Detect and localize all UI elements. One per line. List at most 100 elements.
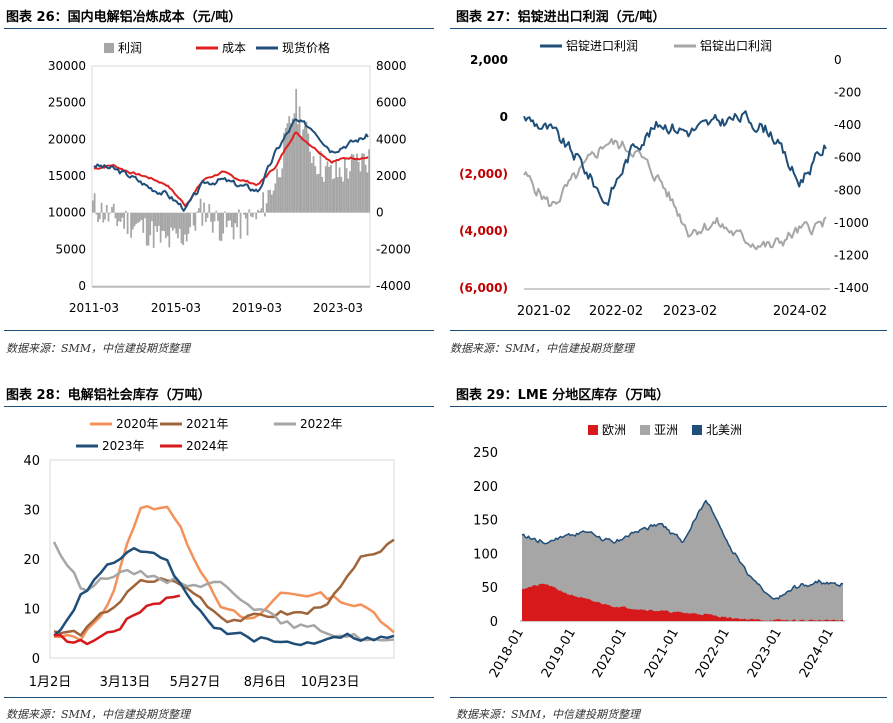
chart26-profit-bar [147, 212, 150, 246]
chart26-profit-bar [137, 212, 139, 223]
chart26-y-right-tick: -4000 [376, 279, 411, 293]
chart26-profit-bar [204, 212, 207, 223]
chart26-profit-bar [257, 209, 259, 213]
chart26-profit-bar [182, 212, 185, 246]
chart26-profit-bar [109, 212, 112, 214]
chart27-import-line [523, 110, 827, 206]
chart26-profit-bar [342, 181, 344, 213]
chart29-y-tick: 50 [481, 581, 498, 596]
chart26-legend-profit-swatch [104, 43, 114, 53]
chart28-legend-2020年-label: 2020年 [116, 417, 159, 431]
chart29-x-tick: 2021-01 [642, 626, 682, 681]
chart26-profit-bar [255, 212, 258, 220]
chart29-legend-north-america-label: 北美洲 [706, 423, 742, 437]
chart26-y-left-tick: 5000 [55, 242, 86, 256]
chart26-profit-bar [231, 212, 233, 228]
chart26-profit-bar [331, 179, 334, 213]
chart26-profit-bar [114, 212, 117, 219]
chart26-profit-bar [92, 200, 94, 213]
chart26-profit-bar [98, 212, 101, 220]
chart26-profit-bar [121, 212, 124, 218]
chart28-legend-2022年-label: 2022年 [300, 417, 343, 431]
chart26-profit-bar [118, 212, 120, 222]
chart26-profit-bar [270, 194, 273, 213]
chart26-profit-bar [225, 212, 228, 228]
chart26-profit-bar [142, 212, 145, 233]
chart29-legend-north-america-swatch [692, 425, 702, 435]
chart28-y-tick: 40 [23, 454, 40, 469]
chart26-profit-bar [246, 212, 249, 236]
chart26-y-right-tick: 4000 [376, 132, 407, 146]
chart27-y-right-tick: -1400 [834, 281, 869, 295]
chart26-profit-bar [286, 123, 289, 213]
chart26-profit-bar [269, 189, 271, 213]
chart26-profit-bar [197, 208, 200, 213]
chart26-profit-bar [173, 212, 176, 229]
chart26-profit-bar [194, 212, 197, 231]
chart28-legend-2024年-label: 2024年 [186, 439, 229, 453]
chart26-profit-bar [168, 212, 171, 248]
chart26-profit-bar [295, 88, 298, 213]
chart29-legend-europe-swatch [588, 425, 598, 435]
chart26-profit-bar [97, 212, 99, 223]
chart26-profit-bar [356, 153, 358, 213]
chart26-profit-bar [196, 211, 198, 213]
chart29-y-tick: 100 [473, 547, 498, 562]
chart26-profit-bar [104, 212, 106, 220]
chart26-profit-bar [363, 153, 365, 213]
chart28-line-2022年 [52, 541, 395, 642]
chart26-profit-bar [215, 210, 218, 213]
chart26-profit-bar [338, 167, 341, 213]
chart26-y-right-tick: 2000 [376, 169, 407, 183]
chart26-profit-bar [95, 212, 98, 215]
chart26-profit-bar [288, 116, 291, 213]
chart26-profit-bar [345, 168, 348, 213]
chart26-profit-bar [234, 212, 237, 224]
chart26-profit-bar [229, 212, 231, 221]
chart26-profit-bar [145, 212, 148, 246]
chart26-legend-spot-label: 现货价格 [282, 40, 330, 55]
chart28-y-tick: 10 [23, 603, 40, 618]
chart26-profit-bar [100, 202, 103, 213]
chart26-profit-bar [309, 151, 311, 213]
chart26-profit-bar [116, 212, 119, 227]
chart26-profit-bar [152, 212, 155, 249]
chart26-spot-line [93, 118, 369, 212]
chart26-y-left-tick: 15000 [48, 169, 86, 183]
chart27-y-left-tick: (2,000) [459, 167, 508, 181]
chart26-profit-bar [244, 212, 247, 219]
panel-title-26: 图表 26：国内电解铝冶炼成本（元/吨） [6, 10, 242, 25]
chart26-profit-bar [274, 183, 277, 213]
chart26-profit-bar [297, 124, 299, 213]
chart26-profit-bar [237, 209, 240, 213]
chart26-profit-bar [251, 212, 254, 218]
chart28-line-2023年 [53, 546, 395, 647]
chart26-x-tick: 2015-03 [151, 301, 201, 315]
chart26-profit-bar [264, 212, 266, 217]
chart26-profit-bar [123, 212, 126, 229]
chart27-y-right-tick: -600 [834, 151, 861, 165]
chart26-profit-bar [258, 211, 261, 213]
title-rule-28 [4, 406, 434, 407]
chart26-profit-bar [324, 166, 327, 213]
chart27-y-right-tick: 0 [834, 53, 842, 67]
chart29-y-tick: 0 [490, 615, 498, 630]
source-rule-28 [4, 697, 434, 698]
chart26-profit-bar [319, 150, 322, 213]
panel-title-27: 图表 27：铝锭进出口利润（元/吨） [456, 10, 666, 25]
chart29-north-america-band [521, 499, 844, 600]
chart26-profit-bar [185, 212, 188, 242]
chart28-x-tick: 5月27日 [170, 675, 221, 690]
chart26-profit-bar [170, 212, 172, 228]
chart27-legend-import-label: 铝锭进口利润 [566, 38, 638, 53]
chart26-profit-bar [171, 212, 174, 231]
chart26-profit-bar [184, 212, 186, 235]
chart27-y-right-tick: -200 [834, 86, 861, 100]
chart26-x-tick: 2023-03 [313, 301, 363, 315]
chart28-x-tick: 10月23日 [300, 675, 359, 690]
chart26-profit-bar [305, 121, 308, 213]
chart27-y-right-tick: -800 [834, 183, 861, 197]
chart26-profit-bar [354, 157, 357, 213]
chart29-y-tick: 150 [473, 514, 498, 529]
chart27-export-line [523, 137, 827, 251]
